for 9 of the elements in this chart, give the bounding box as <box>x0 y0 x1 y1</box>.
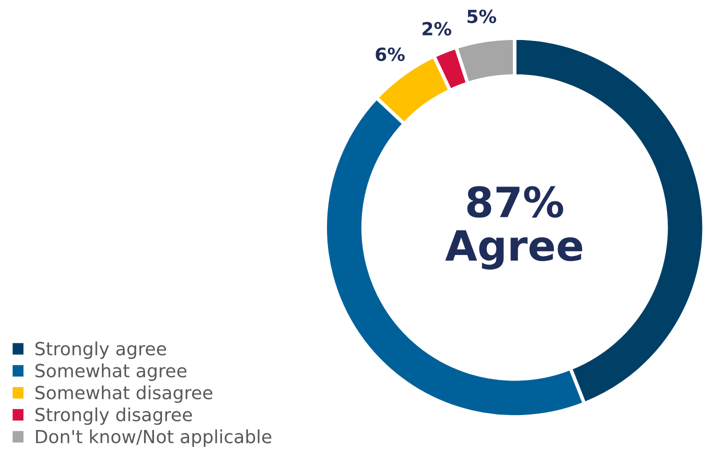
data-label: 5% <box>468 10 496 24</box>
legend-label: Don't know/Not applicable <box>36 429 272 447</box>
legend-label: Strongly agree <box>35 341 166 359</box>
legend-label: Somewhat agree <box>35 363 186 381</box>
legend-label: Strongly disagree <box>35 407 192 425</box>
data-label: 6% <box>376 47 405 62</box>
legend-label: Somewhat disagree <box>35 385 212 403</box>
data-label: 2% <box>422 22 452 36</box>
text: 87% Agree <box>445 186 582 270</box>
